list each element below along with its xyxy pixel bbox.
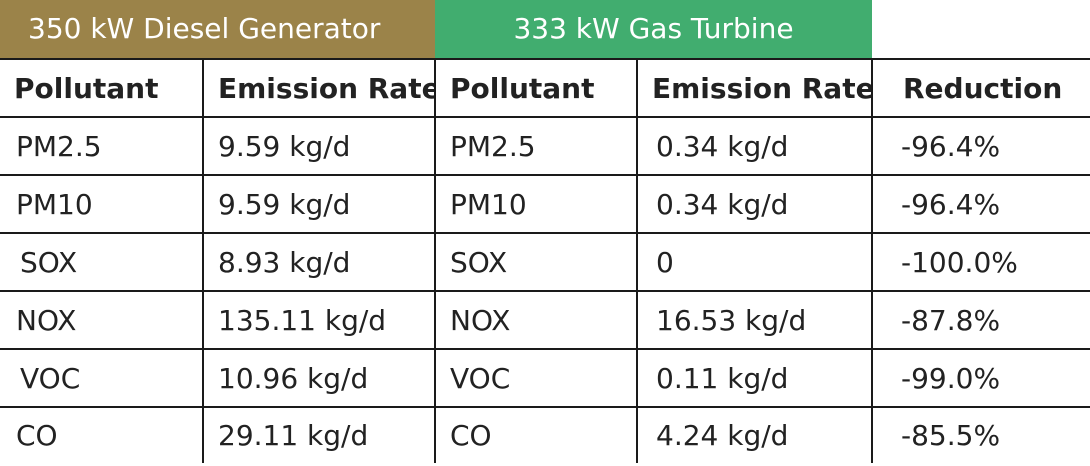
column-header-gas-emission-rate: Emission Rate — [636, 58, 873, 118]
column-header-reduction: Reduction — [871, 58, 1090, 118]
column-header-gas-pollutant: Pollutant — [434, 58, 638, 118]
gas-turbine-header: 333 kW Gas Turbine — [435, 0, 872, 58]
reduction-cell: -85.5% — [871, 406, 1090, 463]
diesel-emission-rate-cell: 8.93 kg/d — [202, 232, 436, 292]
diesel-emission-rate-cell: 135.11 kg/d — [202, 290, 436, 350]
reduction-cell: -87.8% — [871, 290, 1090, 350]
gas-pollutant-cell: PM10 — [434, 174, 638, 234]
table-header-row: Pollutant Emission Rate Pollutant Emissi… — [0, 58, 1090, 118]
gas-emission-rate-cell: 0.34 kg/d — [636, 116, 873, 176]
gas-pollutant-cell: CO — [434, 406, 638, 463]
column-header-diesel-emission-rate: Emission Rate — [202, 58, 436, 118]
table-row: VOC 10.96 kg/d VOC 0.11 kg/d -99.0% — [0, 348, 1090, 408]
diesel-emission-rate-cell: 9.59 kg/d — [202, 174, 436, 234]
gas-pollutant-cell: NOX — [434, 290, 638, 350]
gas-emission-rate-cell: 0 — [636, 232, 873, 292]
diesel-pollutant-cell: NOX — [0, 290, 204, 350]
gas-pollutant-cell: PM2.5 — [434, 116, 638, 176]
gas-pollutant-cell: VOC — [434, 348, 638, 408]
column-header-diesel-pollutant: Pollutant — [0, 58, 204, 118]
diesel-pollutant-cell: VOC — [0, 348, 204, 408]
gas-emission-rate-cell: 0.34 kg/d — [636, 174, 873, 234]
diesel-pollutant-cell: PM10 — [0, 174, 204, 234]
diesel-emission-rate-cell: 10.96 kg/d — [202, 348, 436, 408]
diesel-pollutant-cell: SOX — [0, 232, 204, 292]
reduction-cell: -96.4% — [871, 116, 1090, 176]
emissions-table: Pollutant Emission Rate Pollutant Emissi… — [0, 58, 1090, 463]
gas-emission-rate-cell: 16.53 kg/d — [636, 290, 873, 350]
diesel-emission-rate-cell: 9.59 kg/d — [202, 116, 436, 176]
table-row: NOX 135.11 kg/d NOX 16.53 kg/d -87.8% — [0, 290, 1090, 350]
reduction-cell: -100.0% — [871, 232, 1090, 292]
table-row: CO 29.11 kg/d CO 4.24 kg/d -85.5% — [0, 406, 1090, 463]
diesel-generator-header: 350 kW Diesel Generator — [0, 0, 435, 58]
gas-emission-rate-cell: 4.24 kg/d — [636, 406, 873, 463]
section-headers: 350 kW Diesel Generator 333 kW Gas Turbi… — [0, 0, 872, 58]
table-row: SOX 8.93 kg/d SOX 0 -100.0% — [0, 232, 1090, 292]
diesel-pollutant-cell: PM2.5 — [0, 116, 204, 176]
reduction-cell: -99.0% — [871, 348, 1090, 408]
table-row: PM2.5 9.59 kg/d PM2.5 0.34 kg/d -96.4% — [0, 116, 1090, 176]
table-row: PM10 9.59 kg/d PM10 0.34 kg/d -96.4% — [0, 174, 1090, 234]
reduction-cell: -96.4% — [871, 174, 1090, 234]
gas-emission-rate-cell: 0.11 kg/d — [636, 348, 873, 408]
diesel-emission-rate-cell: 29.11 kg/d — [202, 406, 436, 463]
diesel-pollutant-cell: CO — [0, 406, 204, 463]
gas-pollutant-cell: SOX — [434, 232, 638, 292]
